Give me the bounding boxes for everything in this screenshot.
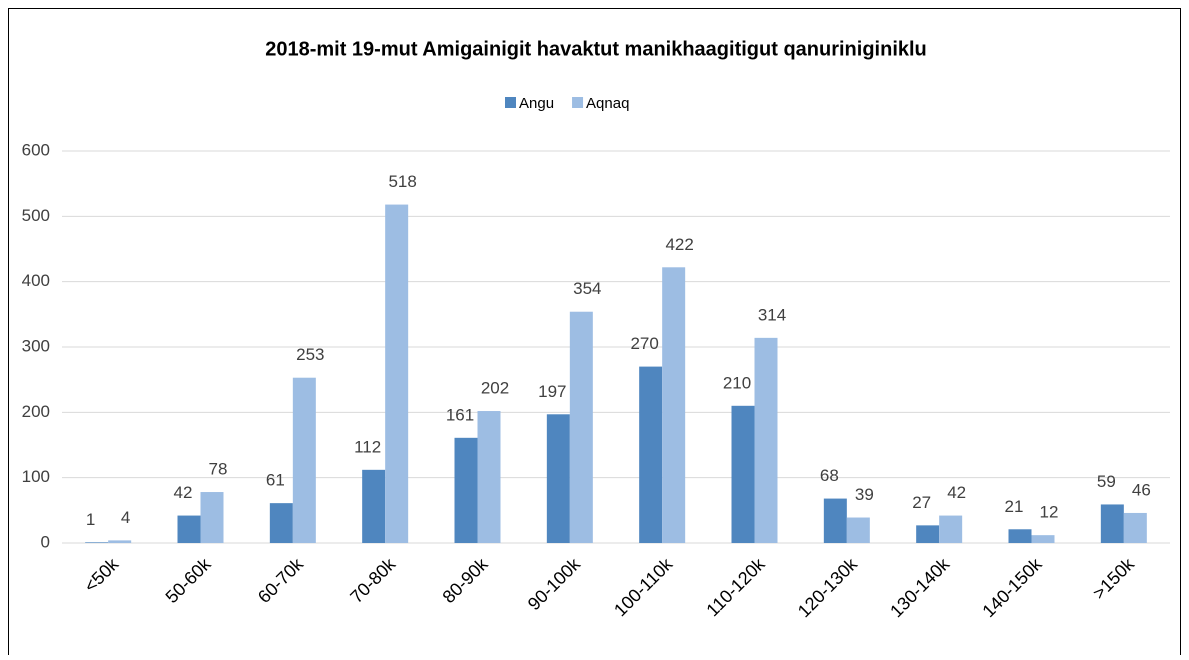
- data-label: 61: [266, 471, 285, 490]
- data-label: 210: [723, 373, 751, 392]
- data-label: 518: [388, 172, 416, 191]
- data-label: 1: [86, 510, 95, 529]
- data-label: 270: [630, 334, 658, 353]
- data-label: 39: [855, 485, 874, 504]
- bar: [546, 414, 570, 543]
- data-label: 68: [820, 466, 839, 485]
- bar: [200, 492, 224, 543]
- y-tick-label: 0: [41, 532, 50, 551]
- legend-swatch: [505, 97, 516, 108]
- bar: [569, 311, 593, 543]
- data-label: 253: [296, 345, 324, 364]
- data-label: 78: [209, 460, 228, 479]
- bar: [1008, 529, 1032, 543]
- bar: [1100, 504, 1124, 543]
- bar: [846, 517, 870, 543]
- bar: [731, 405, 755, 543]
- data-label: 314: [758, 305, 786, 324]
- y-tick-label: 600: [22, 140, 50, 159]
- bar: [1031, 535, 1055, 543]
- bar: [754, 337, 778, 543]
- data-label: 42: [947, 483, 966, 502]
- bar: [639, 366, 663, 543]
- bar: [939, 515, 963, 543]
- data-label: 422: [665, 235, 693, 254]
- bar: [177, 515, 201, 543]
- bar: [916, 525, 940, 543]
- data-label: 12: [1040, 503, 1059, 522]
- data-label: 354: [573, 279, 601, 298]
- data-label: 112: [354, 437, 381, 456]
- data-label: 59: [1097, 472, 1116, 491]
- y-tick-label: 300: [22, 336, 50, 355]
- legend-label: Aqnaq: [586, 95, 629, 112]
- data-label: 161: [446, 405, 474, 424]
- bar: [823, 498, 847, 543]
- data-label: 27: [912, 493, 931, 512]
- y-tick-label: 200: [22, 402, 50, 421]
- legend-label: Angu: [519, 95, 554, 112]
- bar: [1123, 512, 1147, 543]
- bar: [454, 437, 478, 543]
- chart-border: [8, 8, 1181, 660]
- chart-title: 2018-mit 19-mut Amigainigit havaktut man…: [265, 38, 927, 60]
- y-tick-label: 500: [22, 206, 50, 225]
- bar: [85, 542, 109, 543]
- data-label: 197: [538, 382, 566, 401]
- data-label: 21: [1005, 497, 1024, 516]
- data-label: 42: [174, 483, 193, 502]
- bar: [385, 204, 409, 543]
- y-tick-label: 100: [22, 467, 50, 486]
- y-tick-label: 400: [22, 271, 50, 290]
- bar: [108, 540, 132, 543]
- bar: [292, 377, 316, 543]
- bar: [662, 267, 686, 543]
- data-label: 202: [481, 379, 509, 398]
- data-label: 46: [1132, 480, 1151, 499]
- data-label: 4: [121, 508, 130, 527]
- legend-swatch: [572, 97, 584, 108]
- bar: [362, 469, 386, 543]
- bar: [269, 503, 293, 543]
- bar: [477, 411, 501, 543]
